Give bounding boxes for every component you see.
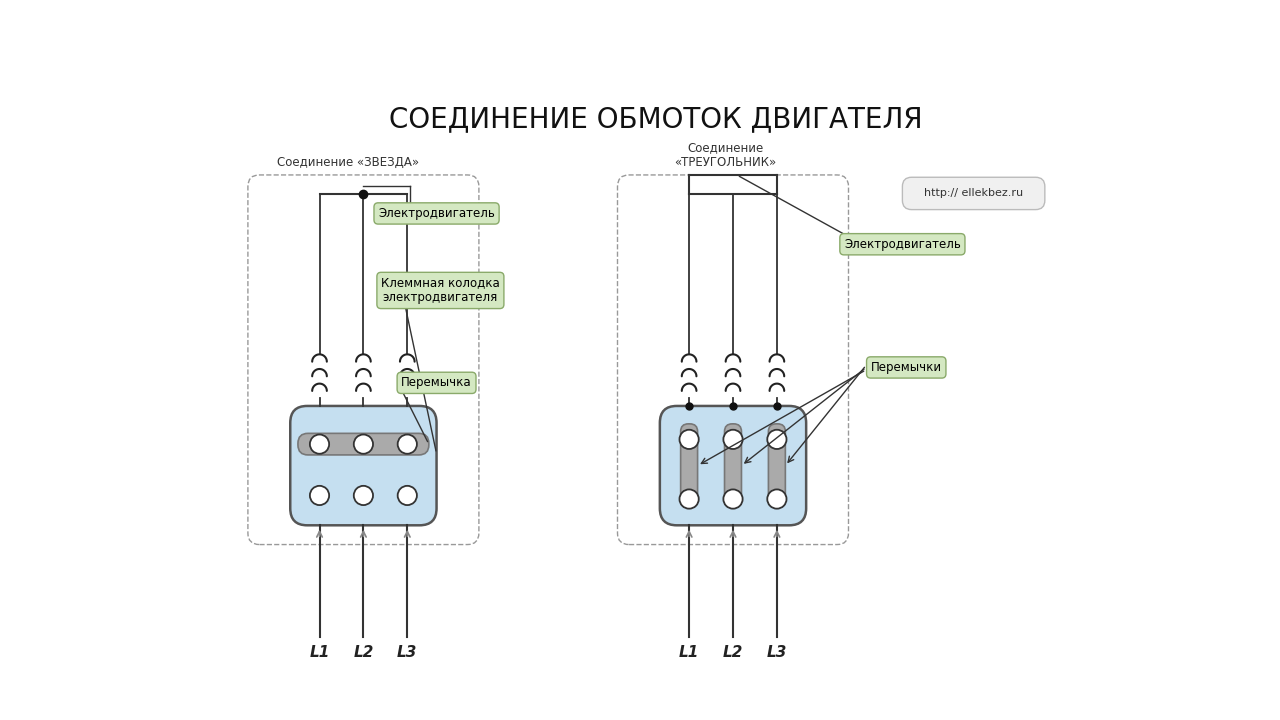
Circle shape — [723, 490, 742, 508]
Text: Перемычки: Перемычки — [870, 361, 942, 374]
Text: L1: L1 — [310, 644, 330, 660]
Text: L2: L2 — [723, 644, 744, 660]
Circle shape — [767, 430, 786, 449]
Circle shape — [723, 430, 742, 449]
Circle shape — [680, 490, 699, 508]
Circle shape — [398, 434, 417, 454]
FancyBboxPatch shape — [724, 424, 741, 508]
FancyBboxPatch shape — [291, 406, 436, 526]
Text: L3: L3 — [397, 644, 417, 660]
FancyBboxPatch shape — [298, 433, 429, 455]
Text: L2: L2 — [353, 644, 374, 660]
Text: Электродвигатель: Электродвигатель — [378, 207, 495, 220]
Text: Электродвигатель: Электродвигатель — [844, 238, 961, 251]
Text: http:// ellekbez.ru: http:// ellekbez.ru — [924, 189, 1023, 199]
FancyBboxPatch shape — [902, 177, 1044, 210]
Circle shape — [767, 490, 786, 508]
Circle shape — [310, 486, 329, 505]
Text: Соединение «ЗВЕЗДА»: Соединение «ЗВЕЗДА» — [276, 156, 419, 168]
Text: Клеммная колодка
электродвигателя: Клеммная колодка электродвигателя — [381, 276, 499, 305]
FancyBboxPatch shape — [660, 406, 806, 526]
Text: СОЕДИНЕНИЕ ОБМОТОК ДВИГАТЕЛЯ: СОЕДИНЕНИЕ ОБМОТОК ДВИГАТЕЛЯ — [389, 106, 923, 134]
Text: L1: L1 — [678, 644, 699, 660]
Circle shape — [310, 434, 329, 454]
Text: L3: L3 — [767, 644, 787, 660]
FancyBboxPatch shape — [681, 424, 698, 508]
Circle shape — [398, 486, 417, 505]
Text: Перемычка: Перемычка — [401, 377, 472, 390]
FancyBboxPatch shape — [768, 424, 786, 508]
Circle shape — [353, 486, 372, 505]
Circle shape — [353, 434, 372, 454]
Circle shape — [680, 430, 699, 449]
Text: Соединение
«ТРЕУГОЛЬНИК»: Соединение «ТРЕУГОЛЬНИК» — [675, 141, 777, 168]
